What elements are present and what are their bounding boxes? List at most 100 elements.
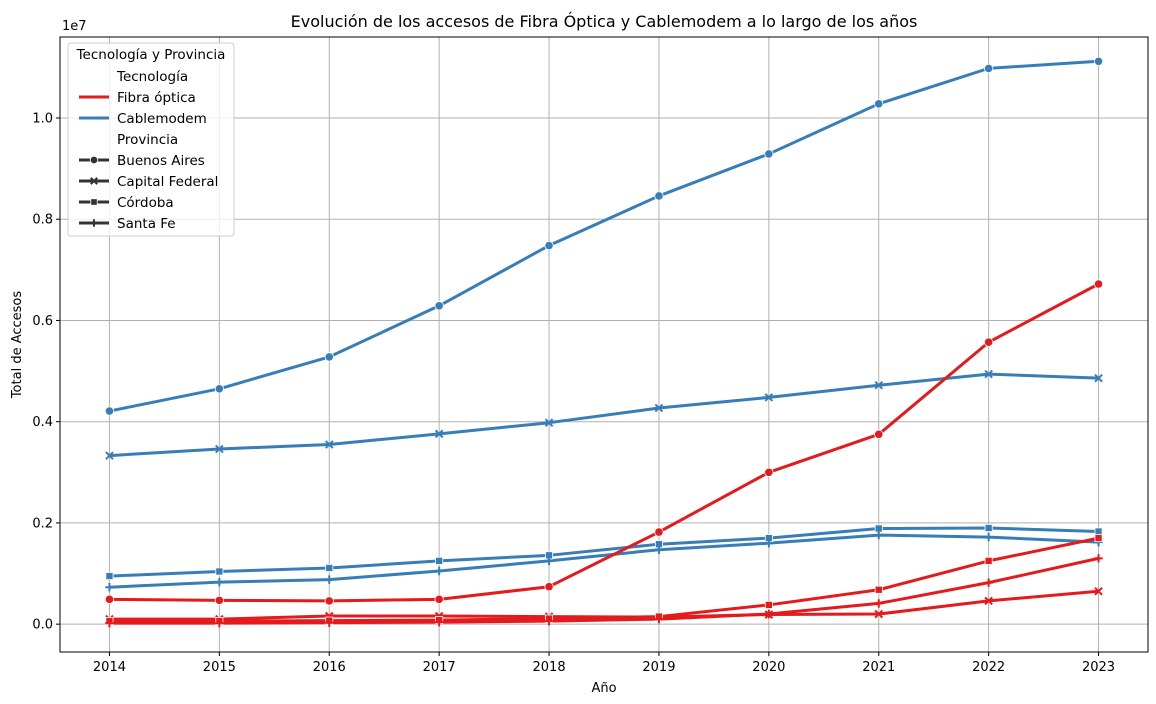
legend-style-label: Santa Fe <box>117 216 176 232</box>
series-lines <box>107 59 1101 625</box>
data-point <box>984 369 993 379</box>
data-point <box>984 596 993 606</box>
x-tick-label: 2016 <box>313 660 346 675</box>
y-tick-label: 0.0 <box>32 618 53 633</box>
x-tick-label: 2023 <box>1082 660 1115 675</box>
legend-style-label: Buenos Aires <box>117 153 205 169</box>
series-line-fibra-optica-cordoba <box>107 536 1101 623</box>
data-point <box>544 556 554 566</box>
data-point <box>764 538 774 548</box>
data-point <box>215 618 224 628</box>
data-point <box>764 467 774 477</box>
legend-label-cable: Cablemodem <box>117 111 207 127</box>
series-markers-fibra-optica-santa-fe <box>105 554 1103 628</box>
series-markers-cablemodem-santa-fe <box>105 530 1103 592</box>
data-point <box>874 99 884 109</box>
data-point <box>105 583 114 592</box>
data-point <box>325 564 334 572</box>
legend-marker-plus <box>90 219 98 227</box>
data-point <box>434 429 444 439</box>
x-axis-ticks: 2014 2015 2016 2017 2018 2019 2020 2021 2022 2023 <box>93 652 1115 675</box>
data-point <box>764 600 773 609</box>
legend: Tecnología y Provincia Tecnología Fibra … <box>67 42 235 237</box>
data-point <box>1094 534 1103 543</box>
legend-hue-entries: Fibra óptica Cablemodem <box>79 90 207 127</box>
chart-title: Evolución de los accesos de Fibra Óptica… <box>291 12 918 31</box>
legend-label-fibra: Fibra óptica <box>117 90 196 106</box>
legend-style-header: Provincia <box>117 132 178 148</box>
data-point <box>874 599 883 608</box>
data-point <box>324 352 334 362</box>
x-tick-label: 2019 <box>642 660 675 675</box>
data-point <box>764 393 774 402</box>
y-tick-label: 0.6 <box>32 314 53 329</box>
data-point <box>544 582 554 592</box>
data-point <box>874 530 883 540</box>
data-point <box>214 384 224 394</box>
data-point <box>654 527 664 537</box>
legend-box <box>67 42 235 237</box>
data-point <box>984 532 993 542</box>
plot-frame <box>59 36 1149 653</box>
data-point <box>654 403 664 413</box>
y-axis-title: Total de Accesos <box>10 291 25 400</box>
y-tick-label: 0.4 <box>32 415 53 430</box>
x-axis-title: Año <box>591 681 616 696</box>
series-line-cablemodem-capital-federal <box>107 372 1101 458</box>
data-point <box>764 609 774 619</box>
data-point <box>105 451 114 460</box>
data-point <box>654 545 664 554</box>
data-point <box>544 616 554 626</box>
data-point <box>104 594 115 604</box>
legend-hue-header: Tecnología <box>116 69 188 85</box>
data-point <box>214 595 224 605</box>
data-point <box>434 617 444 627</box>
data-point <box>984 578 993 587</box>
series-markers-cablemodem-buenos-aires <box>104 56 1104 416</box>
series-line-cablemodem-buenos-aires <box>107 59 1101 413</box>
data-point <box>874 585 883 594</box>
legend-style-label: Capital Federal <box>117 174 218 190</box>
data-point <box>215 567 224 576</box>
data-point <box>435 556 444 565</box>
data-point <box>984 524 993 532</box>
data-point <box>874 609 884 619</box>
y-offset-label: 1e7 <box>62 19 87 34</box>
series-line-fibra-optica-buenos-aires <box>107 282 1101 603</box>
data-point <box>434 594 444 604</box>
data-point <box>874 429 884 439</box>
data-point <box>1094 373 1103 383</box>
data-point <box>434 301 444 311</box>
legend-marker-circle <box>89 155 99 165</box>
data-point <box>654 191 664 201</box>
series-markers-cablemodem-capital-federal <box>105 369 1103 460</box>
data-point <box>105 572 114 581</box>
legend-style-entries: Buenos Aires Capital Federal Córdoba Santa … <box>79 153 218 232</box>
data-point <box>984 63 994 73</box>
series-markers-fibra-optica-buenos-aires <box>104 279 1104 606</box>
data-point <box>324 440 334 449</box>
legend-style-label: Córdoba <box>117 195 174 211</box>
x-tick-label: 2022 <box>972 660 1005 675</box>
data-point <box>1094 527 1103 536</box>
data-point <box>544 240 554 251</box>
data-point <box>984 556 993 565</box>
series-markers <box>104 56 1104 628</box>
data-point <box>104 406 115 416</box>
data-point <box>325 575 334 584</box>
series-line-cablemodem-cordoba <box>107 526 1101 578</box>
legend-marker-square <box>90 198 98 206</box>
data-point <box>1093 56 1104 66</box>
data-point <box>434 566 444 576</box>
data-point <box>984 337 994 347</box>
y-axis-ticks: 0.0 0.2 0.4 0.6 0.8 1.0 <box>32 111 60 633</box>
x-tick-label: 2021 <box>862 660 895 675</box>
y-tick-label: 0.2 <box>32 516 53 531</box>
series-line-fibra-optica-santa-fe <box>107 556 1101 625</box>
x-tick-label: 2015 <box>203 660 236 675</box>
legend-title: Tecnología y Provincia <box>76 47 226 63</box>
data-point <box>105 618 114 628</box>
data-point <box>1093 279 1104 289</box>
x-tick-label: 2014 <box>93 660 126 675</box>
